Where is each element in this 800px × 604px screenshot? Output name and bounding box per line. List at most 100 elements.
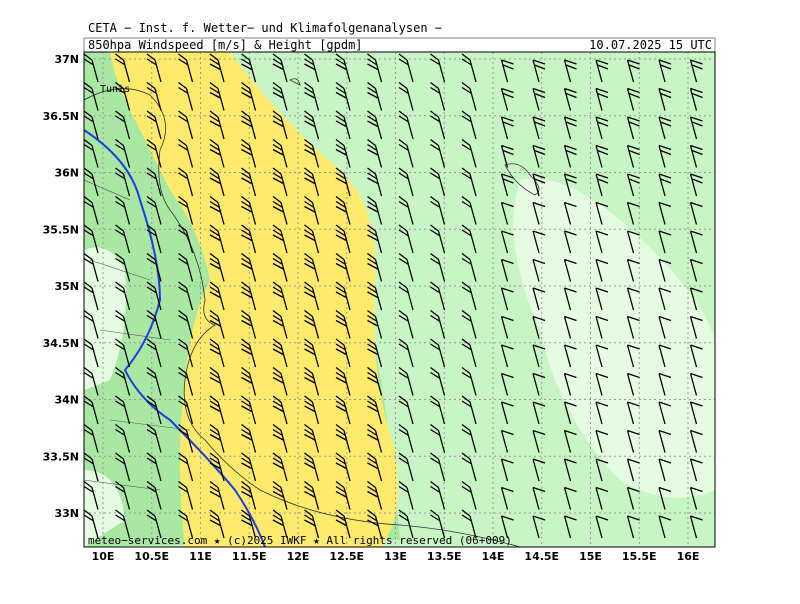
wind-barb: [722, 317, 734, 339]
wind-barb: [209, 110, 225, 140]
wind-barb: [367, 423, 383, 453]
wind-barb: [304, 138, 320, 168]
wind-barb: [689, 401, 703, 425]
wind-barb: [658, 87, 672, 111]
wind-barb: [272, 366, 288, 396]
wind-barb: [115, 167, 131, 197]
wind-barb: [500, 401, 514, 425]
wind-barb: [563, 201, 577, 225]
wind-barb: [209, 509, 225, 539]
wind-barb: [658, 458, 672, 482]
wind-barb: [398, 480, 414, 510]
wind-barb: [532, 258, 546, 282]
lon-label: 13.5E: [427, 550, 462, 563]
wind-barb: [84, 195, 99, 225]
wind-barb: [563, 59, 577, 83]
wind-barb: [500, 344, 514, 368]
wind-barb: [335, 110, 351, 140]
wind-barb: [115, 509, 131, 539]
wind-barb: [115, 81, 131, 111]
wind-barb: [146, 452, 162, 482]
wind-barb: [241, 53, 257, 83]
wind-barb: [115, 309, 131, 339]
wind-barb: [272, 309, 288, 339]
wind-barb: [722, 374, 734, 396]
wind-barb: [500, 429, 514, 453]
place-label: Tunis: [100, 84, 130, 95]
wind-barb: [367, 395, 383, 425]
wind-barb: [595, 116, 609, 140]
wind-barb: [563, 144, 577, 168]
lat-label: 33.5N: [43, 450, 79, 463]
wind-barb: [532, 201, 546, 225]
wind-barb: [209, 395, 225, 425]
wind-barb: [84, 452, 99, 482]
wind-barb: [209, 167, 225, 197]
wind-barb: [398, 53, 414, 83]
wind-barb: [304, 338, 320, 368]
wind-barb: [626, 315, 640, 339]
wind-barb: [658, 144, 672, 168]
wind-barb: [367, 138, 383, 168]
wind-barb: [430, 53, 446, 83]
wind-barb: [367, 480, 383, 510]
wind-barb: [689, 287, 703, 311]
wind-barb: [626, 59, 640, 83]
wind-barb: [500, 258, 514, 282]
wind-barb: [658, 230, 672, 254]
wind-barb: [335, 53, 351, 83]
wind-barb: [461, 195, 477, 225]
wind-barb: [146, 480, 162, 510]
wind-barb: [500, 59, 514, 83]
wind-barb: [532, 429, 546, 453]
wind-barb: [367, 281, 383, 311]
wind-barb: [335, 338, 351, 368]
wind-barb: [626, 258, 640, 282]
wind-barb: [178, 195, 194, 225]
wind-barb: [595, 59, 609, 83]
wind-barb: [430, 167, 446, 197]
wind-barb: [115, 395, 131, 425]
wind-barb: [115, 252, 131, 282]
wind-barb: [146, 224, 162, 254]
wind-barb: [563, 344, 577, 368]
wind-barb: [335, 509, 351, 539]
wind-barb: [115, 224, 131, 254]
wind-barb: [430, 338, 446, 368]
lon-label: 12E: [287, 550, 310, 563]
wind-barb: [304, 423, 320, 453]
wind-barb: [272, 423, 288, 453]
lat-label: 35N: [54, 280, 79, 293]
lon-label: 13E: [384, 550, 407, 563]
wind-barb: [335, 167, 351, 197]
wind-barb: [272, 167, 288, 197]
wind-barb: [178, 281, 194, 311]
wind-barb: [563, 486, 577, 510]
wind-barb: [658, 515, 672, 539]
wind-barb: [146, 309, 162, 339]
wind-barb: [178, 395, 194, 425]
wind-barb: [398, 309, 414, 339]
wind-barb: [115, 480, 131, 510]
wind-barb: [461, 138, 477, 168]
wind-barb: [563, 315, 577, 339]
wind-barb: [304, 366, 320, 396]
wind-barb: [146, 395, 162, 425]
wind-barb: [658, 372, 672, 396]
wind-barb: [398, 366, 414, 396]
header-time: 10.07.2025 15 UTC: [589, 38, 712, 52]
wind-barb: [595, 515, 609, 539]
wind-barb: [689, 258, 703, 282]
wind-barb: [461, 224, 477, 254]
wind-barb: [689, 144, 703, 168]
wind-barb: [532, 372, 546, 396]
wind-barb: [500, 230, 514, 254]
wind-barb: [461, 167, 477, 197]
wind-barb: [178, 110, 194, 140]
wind-barb: [304, 252, 320, 282]
wind-barb: [563, 458, 577, 482]
wind-barb: [722, 174, 734, 196]
wind-barb: [272, 281, 288, 311]
lon-label: 15E: [579, 550, 602, 563]
wind-barb: [532, 230, 546, 254]
